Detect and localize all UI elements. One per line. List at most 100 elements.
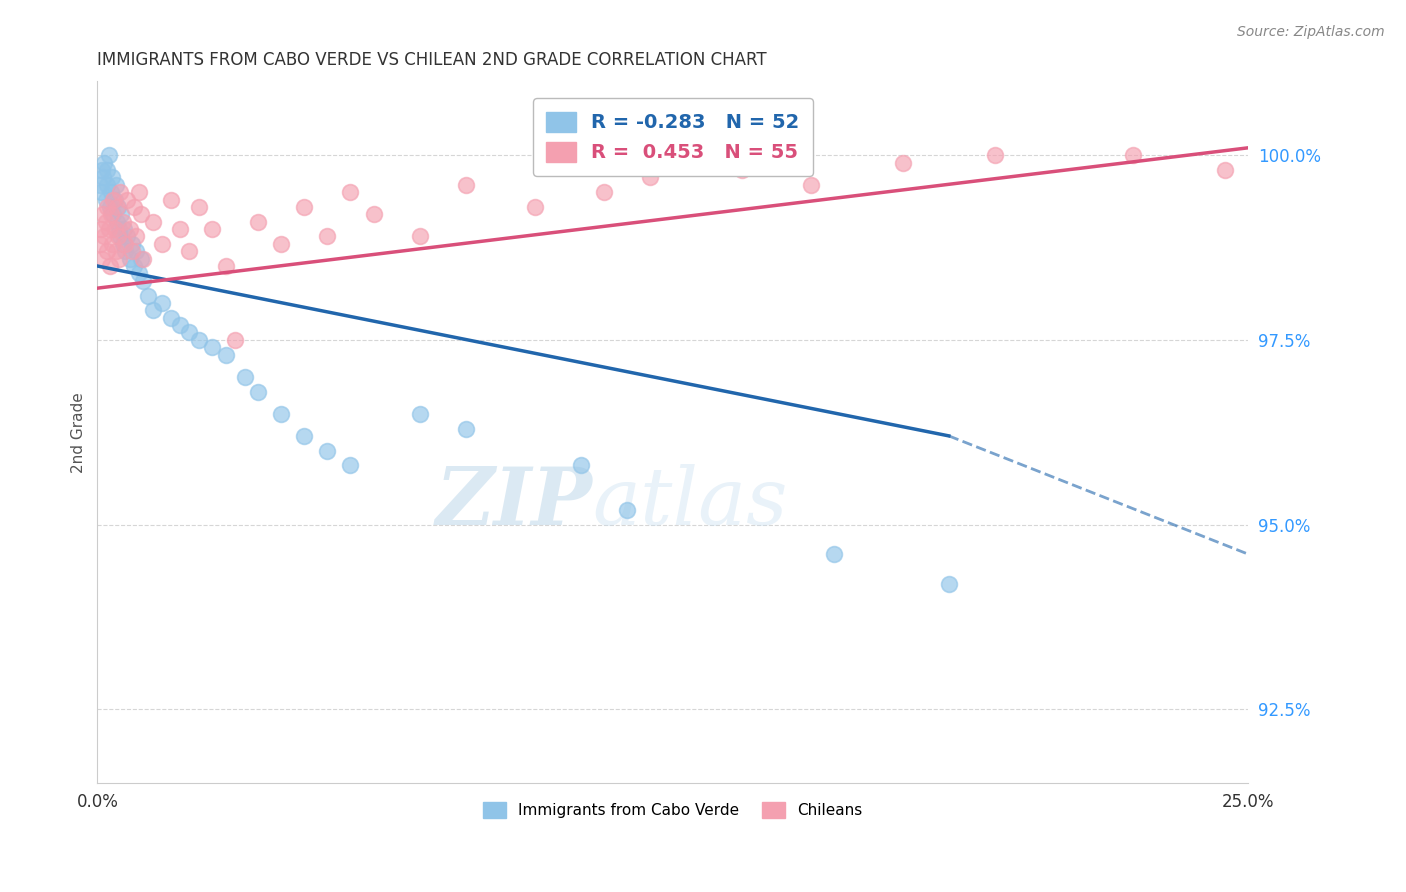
Legend: Immigrants from Cabo Verde, Chileans: Immigrants from Cabo Verde, Chileans [477, 797, 869, 824]
Point [89, 178, 111, 192]
Point [142, 215, 165, 229]
Point [112, 222, 135, 236]
Point [114, 244, 136, 259]
Text: Source: ZipAtlas.com: Source: ZipAtlas.com [1237, 25, 1385, 39]
Point [201, 340, 224, 354]
Point [179, 326, 201, 340]
Point [215, 348, 238, 362]
Point [363, 207, 385, 221]
Point [121, 244, 143, 259]
Point [107, 200, 129, 214]
Point [169, 222, 191, 236]
Point [104, 244, 127, 259]
Point [592, 185, 614, 199]
Point [1122, 148, 1144, 162]
Point [128, 266, 150, 280]
Point [101, 236, 124, 251]
Point [731, 163, 754, 178]
Point [108, 252, 131, 266]
Point [160, 310, 183, 325]
Point [117, 229, 139, 244]
Point [179, 244, 201, 259]
Point [294, 200, 316, 214]
Point [316, 229, 339, 244]
Point [104, 193, 127, 207]
Point [938, 576, 960, 591]
Text: IMMIGRANTS FROM CABO VERDE VS CHILEAN 2ND GRADE CORRELATION CHART: IMMIGRANTS FROM CABO VERDE VS CHILEAN 2N… [97, 51, 768, 69]
Point [97, 222, 120, 236]
Point [89, 236, 111, 251]
Point [121, 236, 143, 251]
Point [104, 178, 127, 192]
Point [96, 163, 118, 178]
Point [93, 155, 115, 169]
Point [125, 244, 148, 259]
Text: ZIP: ZIP [436, 464, 592, 541]
Point [142, 303, 165, 318]
Point [91, 207, 114, 221]
Point [110, 185, 132, 199]
Point [316, 443, 339, 458]
Point [187, 200, 209, 214]
Point [96, 244, 118, 259]
Point [823, 547, 845, 561]
Point [247, 384, 270, 399]
Point [90, 185, 112, 199]
Y-axis label: 2nd Grade: 2nd Grade [72, 392, 86, 473]
Point [984, 148, 1007, 162]
Point [94, 215, 117, 229]
Point [122, 200, 145, 214]
Point [294, 429, 316, 443]
Point [408, 407, 430, 421]
Point [98, 200, 121, 214]
Point [270, 236, 292, 251]
Point [128, 185, 150, 199]
Point [523, 200, 546, 214]
Point [91, 170, 114, 185]
Point [90, 222, 112, 236]
Point [100, 185, 122, 199]
Point [454, 421, 477, 435]
Point [98, 259, 121, 273]
Point [107, 229, 129, 244]
Point [136, 288, 159, 302]
Point [201, 222, 224, 236]
Point [96, 178, 118, 192]
Point [122, 259, 145, 273]
Point [454, 178, 477, 192]
Point [160, 193, 183, 207]
Point [150, 236, 173, 251]
Point [117, 193, 139, 207]
Point [569, 458, 592, 473]
Point [247, 215, 270, 229]
Point [105, 215, 128, 229]
Point [105, 200, 128, 214]
Point [408, 229, 430, 244]
Point [91, 163, 114, 178]
Point [616, 502, 638, 516]
Point [339, 458, 361, 473]
Point [101, 170, 124, 185]
Point [93, 229, 115, 244]
Point [339, 185, 361, 199]
Point [110, 207, 132, 221]
Point [129, 207, 152, 221]
Point [800, 178, 823, 192]
Point [215, 259, 238, 273]
Point [1213, 163, 1236, 178]
Point [129, 252, 152, 266]
Text: atlas: atlas [592, 464, 787, 541]
Point [96, 200, 118, 214]
Point [103, 207, 125, 221]
Point [118, 222, 141, 236]
Point [97, 148, 120, 162]
Point [132, 274, 155, 288]
Point [224, 333, 246, 347]
Point [111, 236, 134, 251]
Point [270, 407, 292, 421]
Point [150, 296, 173, 310]
Point [110, 229, 132, 244]
Point [111, 215, 134, 229]
Point [104, 222, 127, 236]
Point [114, 236, 136, 251]
